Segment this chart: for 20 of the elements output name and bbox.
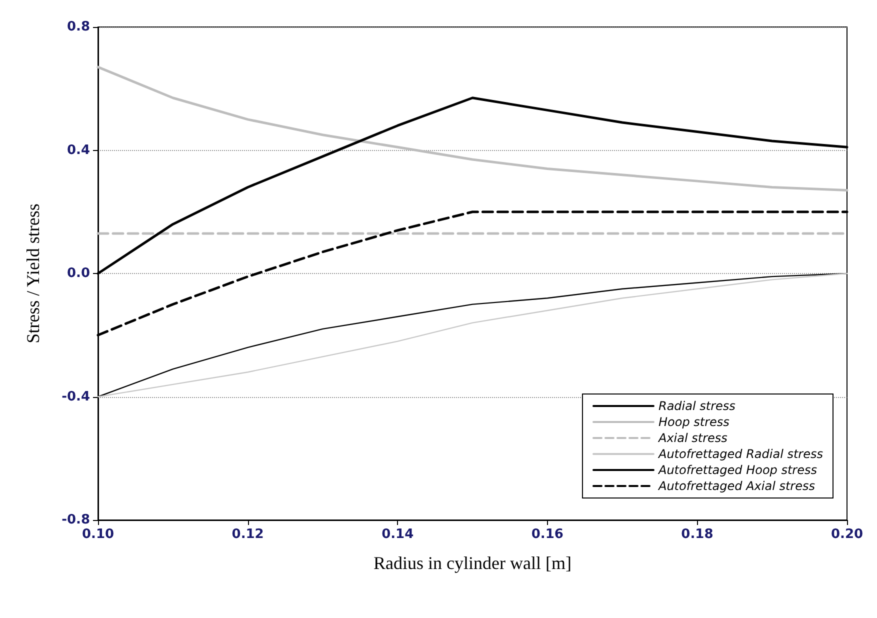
x-tick-label: 0.10	[82, 527, 114, 542]
y-tick-label: 0.4	[66, 142, 90, 158]
legend-label: Hoop stress	[658, 415, 730, 429]
y-tick-label: -0.4	[62, 389, 90, 404]
x-tick-label: 0.20	[830, 527, 864, 542]
y-tick-label: -0.8	[62, 512, 90, 528]
x-tick-label: 0.12	[232, 527, 264, 542]
legend-label: Autofrettaged Axial stress	[657, 479, 816, 493]
legend-label: Autofrettaged Radial stress	[657, 447, 824, 461]
x-tick-label: 0.16	[531, 527, 564, 542]
legend-label: Radial stress	[658, 399, 736, 413]
legend-label: Axial stress	[657, 431, 728, 445]
y-tick-label: 0.8	[66, 20, 90, 34]
x-tick-label: 0.14	[382, 527, 414, 542]
y-tick-label: 0.0	[66, 266, 90, 281]
x-axis-title: Radius in cylinder wall [m]	[374, 553, 572, 573]
legend-label: Autofrettaged Hoop stress	[657, 463, 817, 477]
x-tick-label: 0.18	[681, 527, 714, 542]
y-axis-title: Stress / Yield stress	[23, 204, 43, 344]
line-series	[96, 66, 848, 192]
